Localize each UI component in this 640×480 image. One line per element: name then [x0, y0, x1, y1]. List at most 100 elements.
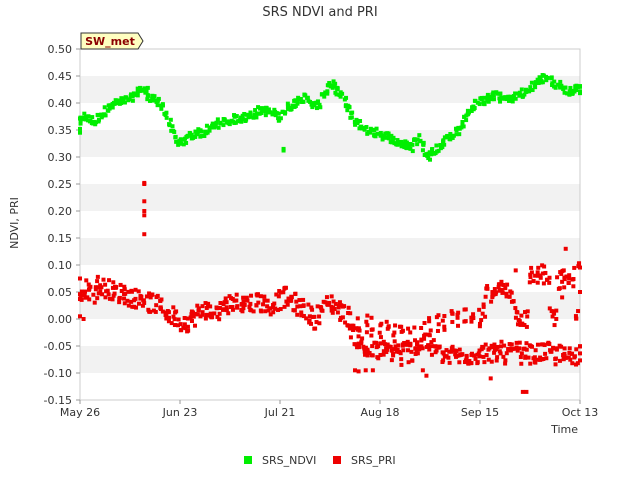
- pri-point: [241, 295, 246, 300]
- pri-point: [538, 357, 543, 362]
- pri-point: [172, 323, 177, 328]
- ndvi-point: [535, 77, 540, 82]
- ndvi-point: [194, 132, 199, 137]
- pri-point: [427, 347, 432, 352]
- pri-point: [365, 347, 370, 352]
- pri-point: [185, 316, 190, 321]
- pri-point: [489, 343, 494, 348]
- ndvi-point: [451, 133, 456, 138]
- pri-point: [481, 345, 486, 350]
- ndvi-point: [327, 80, 332, 85]
- ndvi-point: [233, 120, 238, 125]
- ndvi-point: [499, 95, 504, 100]
- ndvi-point: [506, 94, 511, 99]
- ndvi-point: [93, 122, 98, 127]
- ndvi-point: [552, 79, 557, 84]
- pri-point: [553, 356, 558, 361]
- y-tick-label: 0.00: [48, 313, 73, 326]
- pri-point: [117, 295, 122, 300]
- ndvi-point: [255, 111, 260, 116]
- x-tick-label: Oct 13: [562, 406, 599, 419]
- ndvi-point: [123, 95, 128, 100]
- ndvi-point: [151, 98, 156, 103]
- pri-point: [166, 315, 171, 320]
- pri-point: [230, 307, 235, 312]
- ndvi-point: [355, 120, 360, 125]
- pri-point: [570, 361, 575, 366]
- pri-point: [209, 315, 214, 320]
- pri-point: [450, 311, 455, 316]
- pri-point: [555, 275, 560, 280]
- pri-point: [398, 351, 403, 356]
- ndvi-point: [193, 134, 198, 139]
- ndvi-point: [263, 113, 268, 118]
- pri-point: [477, 307, 482, 312]
- ndvi-point: [189, 132, 194, 137]
- site-badge: SW_met: [80, 32, 144, 50]
- pri-point: [525, 309, 530, 314]
- ndvi-point: [371, 127, 376, 132]
- ndvi-point: [362, 126, 367, 131]
- x-tick-label: May 26: [60, 406, 100, 419]
- pri-point: [563, 246, 568, 251]
- pri-point: [452, 348, 457, 353]
- pri-point: [142, 232, 147, 237]
- ndvi-point: [140, 88, 145, 93]
- pri-point: [562, 277, 567, 282]
- pri-point: [543, 351, 548, 356]
- pri-point: [495, 355, 500, 360]
- pri-point: [499, 339, 504, 344]
- ndvi-point: [378, 130, 383, 135]
- pri-point: [422, 333, 427, 338]
- ndvi-point: [338, 94, 343, 99]
- ndvi-point: [216, 125, 221, 130]
- ndvi-point: [268, 110, 273, 115]
- pri-point: [376, 344, 381, 349]
- pri-point: [574, 316, 579, 321]
- pri-point: [554, 316, 559, 321]
- pri-point: [193, 311, 198, 316]
- pri-point: [554, 346, 559, 351]
- pri-point: [98, 283, 103, 288]
- pri-point: [496, 285, 501, 290]
- ndvi-point: [420, 148, 425, 153]
- pri-point: [455, 315, 460, 320]
- pri-point: [119, 288, 124, 293]
- pri-point: [365, 323, 370, 328]
- ndvi-point: [172, 129, 177, 134]
- ndvi-point: [486, 99, 491, 104]
- pri-point: [517, 319, 522, 324]
- pri-point: [307, 318, 312, 323]
- pri-point: [525, 314, 530, 319]
- pri-point: [535, 357, 540, 362]
- pri-point: [142, 300, 147, 305]
- pri-point: [293, 291, 298, 296]
- pri-point: [441, 358, 446, 363]
- ndvi-point: [301, 99, 306, 104]
- ndvi-point: [358, 119, 363, 124]
- pri-point: [377, 330, 382, 335]
- ndvi-point: [90, 115, 95, 120]
- ndvi-point: [251, 115, 256, 120]
- pri-point: [485, 284, 490, 289]
- pri-point: [309, 321, 314, 326]
- pri-point: [78, 292, 82, 297]
- pri-point: [412, 325, 417, 330]
- pri-point: [427, 319, 432, 324]
- pri-point: [378, 335, 383, 340]
- pri-point: [502, 343, 507, 348]
- pri-point: [203, 301, 208, 306]
- pri-point: [178, 322, 183, 327]
- pri-point: [519, 351, 524, 356]
- pri-point: [133, 287, 138, 292]
- pri-point: [265, 304, 270, 309]
- pri-point: [142, 199, 147, 204]
- pri-point: [356, 369, 361, 374]
- pri-point: [541, 281, 546, 286]
- pri-point: [469, 361, 474, 366]
- pri-point: [429, 344, 434, 349]
- pri-point: [370, 368, 375, 373]
- ndvi-point: [513, 96, 518, 101]
- ndvi-point: [405, 146, 410, 151]
- pri-point: [405, 339, 410, 344]
